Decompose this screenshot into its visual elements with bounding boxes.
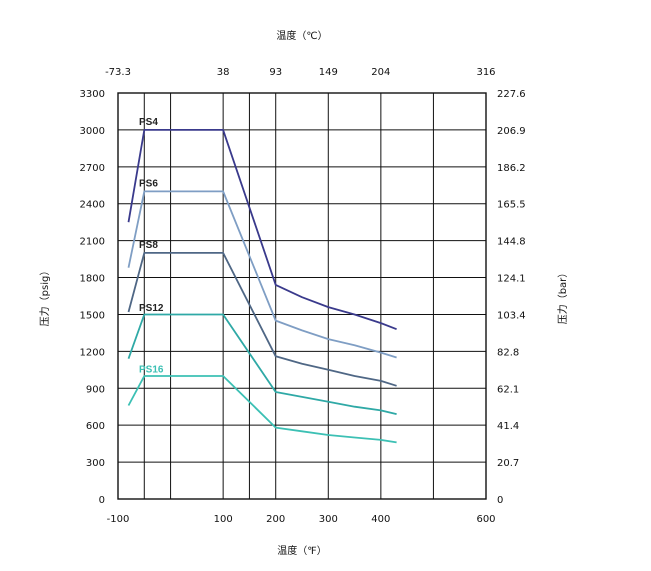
x-tick-label-top: 316 [476,67,495,78]
plot-frame [117,92,487,500]
series-label-ps12: PS12 [139,303,164,314]
grid-lines [117,92,487,500]
y-tick-label-right: 227.6 [497,89,526,100]
x-tick-label-bottom: 400 [371,514,390,525]
y-tick-label-left: 300 [86,458,105,469]
y-tick-label-left: 0 [99,495,105,506]
y-tick-label-right: 0 [497,495,503,506]
series-label-ps16: PS16 [139,364,164,375]
top-axis-title: 温度（℃） [276,29,327,42]
x-tick-label-top: -73.3 [105,67,131,78]
y-tick-label-left: 2700 [80,163,105,174]
series-label-ps4: PS4 [139,117,158,128]
y-tick-label-right: 20.7 [497,458,519,469]
x-tick-label-bottom: 100 [214,514,233,525]
y-tick-label-left: 1800 [80,274,105,285]
y-tick-label-left: 2100 [80,237,105,248]
y-tick-label-right: 165.5 [497,200,526,211]
x-tick-label-top: 149 [319,67,338,78]
tick-labels: -100 100 200 300 400 600 -73.3 38 93 149 204 316 0 30… [80,67,526,525]
x-tick-label-top: 204 [371,67,390,78]
left-axis-title: 压力（psig） [38,266,51,327]
y-tick-label-left: 900 [86,384,105,395]
y-tick-label-left: 1500 [80,310,105,321]
y-tick-label-left: 3000 [80,126,105,137]
x-tick-label-bottom: 200 [266,514,285,525]
x-tick-label-bottom: -100 [107,514,130,525]
series-line-ps4 [127,128,397,331]
y-tick-label-right: 82.8 [497,347,519,358]
y-tick-label-right: 206.9 [497,126,526,137]
series-line-ps12 [127,313,397,415]
series-lines [127,128,397,444]
series-line-ps6 [127,190,397,359]
y-tick-label-left: 1200 [80,347,105,358]
x-tick-label-bottom: 600 [476,514,495,525]
y-tick-label-left: 3300 [80,89,105,100]
y-tick-label-right: 186.2 [497,163,526,174]
y-tick-label-right: 144.8 [497,237,526,248]
y-tick-label-right: 62.1 [497,384,519,395]
right-axis-title: 压力（bar） [556,268,569,325]
y-tick-label-right: 41.4 [497,421,519,432]
x-tick-label-top: 93 [269,67,282,78]
bottom-axis-title: 温度（℉） [277,544,327,557]
y-tick-label-right: 103.4 [497,310,526,321]
series-labels: PS4 PS6 PS8 PS12 PS16 [139,117,164,375]
y-tick-label-left: 2400 [80,200,105,211]
x-tick-label-bottom: 300 [319,514,338,525]
series-line-ps8 [127,251,397,387]
series-line-ps16 [127,375,397,444]
series-label-ps6: PS6 [139,179,158,190]
y-tick-label-right: 124.1 [497,274,526,285]
y-tick-label-left: 600 [86,421,105,432]
x-tick-label-top: 38 [217,67,230,78]
series-label-ps8: PS8 [139,240,158,251]
